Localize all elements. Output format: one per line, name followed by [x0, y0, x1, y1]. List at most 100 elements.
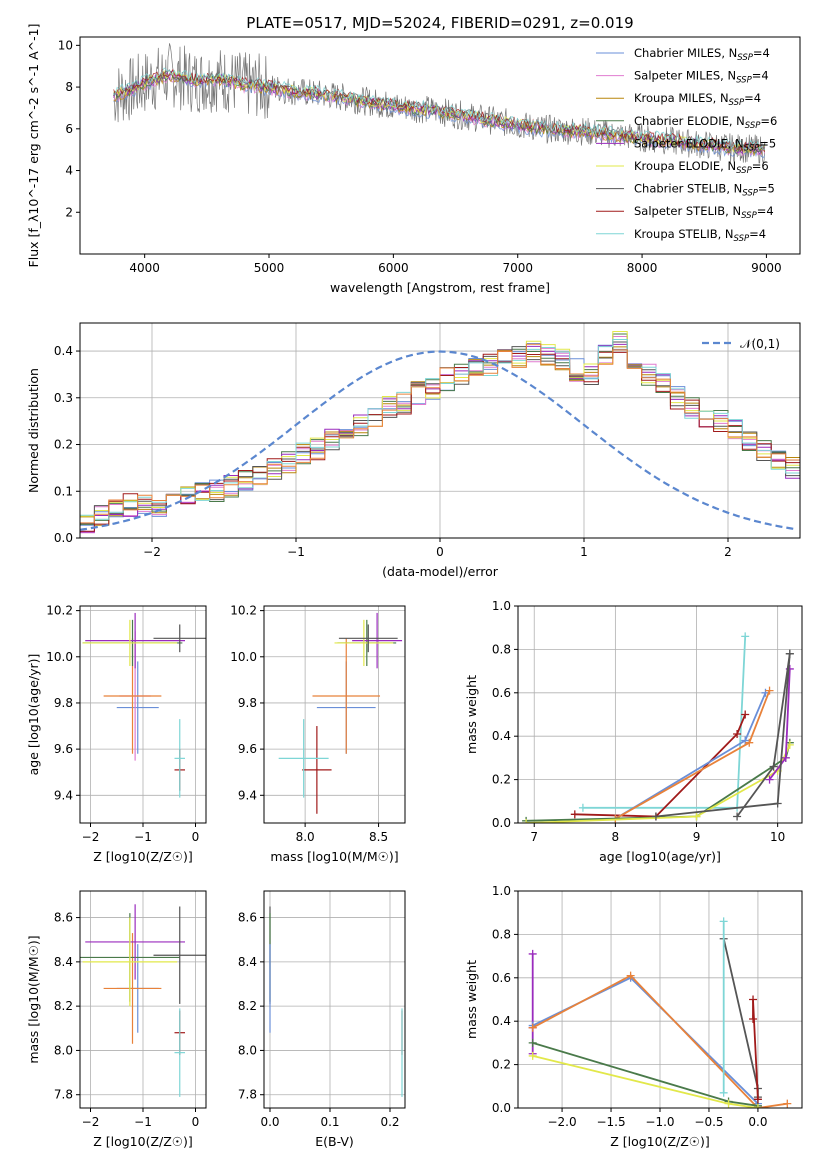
x-tick-label: −2 [82, 830, 100, 844]
y-tick-label: 8 [65, 80, 73, 94]
panel-age-vs-mass: 8.0 8.5 9.4 9.6 9.8 10.0 10.2 mass [log10(M/M☉)… [230, 604, 406, 864]
x-tick-label: 7000 [502, 261, 533, 275]
y-tick-label: 0.4 [54, 344, 73, 358]
weight-marker [528, 1038, 537, 1047]
x-tick-label: 5000 [254, 261, 285, 275]
legend-label: Chabrier STELIB, NSSP=5 [634, 182, 775, 199]
weight-marker [724, 1099, 733, 1108]
weight-marker [773, 799, 782, 808]
weight-line-2 [532, 974, 788, 1108]
weight-marker [785, 649, 794, 658]
y-tick-label: 0.8 [492, 927, 511, 941]
x-axis-label: mass [log10(M/M☉)] [270, 849, 398, 864]
weight-marker [719, 917, 728, 926]
y-tick-label: 9.8 [238, 696, 257, 710]
x-tick-label: 0.0 [748, 1115, 767, 1129]
y-axis-label: Flux [f_λ10^-17 erg cm^-2 s^-1 A^-1] [26, 24, 41, 268]
y-tick-label: 0.4 [492, 729, 511, 743]
y-tick-label: 0.0 [492, 816, 511, 830]
weight-line-7 [655, 653, 791, 818]
y-tick-label: 8.4 [238, 955, 257, 969]
legend-label: Chabrier MILES, NSSP=4 [634, 46, 770, 63]
x-axis-label: Z [log10(Z/Z☉)] [93, 849, 193, 864]
panel-mass-weight-vs-Z: −2.0 −1.5 −1.0 −0.5 0.0 0.0 0.2 0.4 0.6 0.8 1.0 Z [… [464, 884, 803, 1149]
x-tick-label: −0.5 [694, 1115, 723, 1129]
plot-area [522, 632, 794, 823]
plot-area [80, 331, 800, 534]
x-axis-label: E(B-V) [315, 1134, 354, 1149]
y-tick-label: 10 [58, 38, 73, 52]
plot-area [113, 43, 766, 164]
y-tick-label: 10.0 [46, 650, 73, 664]
weight-line-8 [736, 653, 791, 818]
axes-frame [263, 605, 406, 824]
weight-line-7 [752, 999, 759, 1100]
y-axis-label: mass weight [464, 960, 479, 1039]
weight-marker [578, 803, 587, 812]
x-tick-label: 0 [192, 830, 200, 844]
y-tick-label: 0.0 [54, 531, 73, 545]
weight-marker [741, 736, 750, 745]
y-tick-label: 1.0 [492, 884, 511, 898]
x-tick-label: 7 [530, 830, 538, 844]
x-tick-label: 4000 [129, 261, 160, 275]
x-tick-label: −1.0 [645, 1115, 674, 1129]
y-axis-label: age [log10(age/yr)] [26, 654, 41, 776]
weight-marker [719, 1088, 728, 1097]
weight-marker [753, 1095, 762, 1104]
weight-line-4 [526, 742, 791, 822]
legend-label: Salpeter STELIB, NSSP=4 [634, 204, 774, 221]
x-axis-label: age [log10(age/yr)] [599, 849, 721, 864]
panel-spectrum: 4000 5000 6000 7000 8000 9000 2 4 6 8 10 wavelength… [26, 24, 801, 295]
weight-marker [528, 1051, 537, 1060]
weight-line-0 [582, 636, 747, 809]
x-tick-label: 0.0 [260, 1115, 279, 1129]
x-tick-label: 0.1 [320, 1115, 339, 1129]
axes-frame [79, 322, 801, 539]
x-tick-label: 2 [724, 545, 732, 559]
weight-marker [769, 762, 778, 771]
plot-area [278, 612, 403, 814]
x-axis-label: wavelength [Angstrom, rest frame] [330, 280, 550, 295]
weight-marker [692, 812, 701, 821]
y-axis-label: Normed distribution [26, 368, 41, 493]
y-axis-label: mass weight [464, 675, 479, 754]
axes-frame [79, 36, 801, 255]
x-tick-label: 0.2 [380, 1115, 399, 1129]
y-tick-label: 8.0 [54, 1043, 73, 1057]
y-tick-label: 0.6 [492, 686, 511, 700]
y-tick-label: 8.4 [54, 955, 73, 969]
y-tick-label: 0.4 [492, 1014, 511, 1028]
y-tick-label: 8.0 [238, 1043, 257, 1057]
weight-marker [733, 812, 742, 821]
plot-area [528, 917, 792, 1108]
y-tick-label: 6 [65, 122, 73, 136]
weight-marker [765, 686, 774, 695]
weight-marker [745, 738, 754, 747]
panel-residuals: −2 −1 0 1 2 0.0 0.1 0.2 0.3 0.4 (data-model)/error… [26, 322, 801, 579]
y-axis-label: mass [log10(M/M☉)] [26, 935, 41, 1063]
plot-area [82, 612, 206, 798]
legend-label: Salpeter ELODIE, NSSP=5 [634, 136, 776, 153]
weight-marker [528, 1023, 537, 1032]
y-tick-label: 9.6 [238, 742, 257, 756]
x-tick-label: −2 [143, 545, 161, 559]
weight-marker [651, 812, 660, 821]
y-tick-label: 0.6 [492, 971, 511, 985]
weight-line-3 [614, 690, 771, 820]
x-tick-label: 8000 [627, 261, 658, 275]
weight-line-5 [526, 744, 791, 823]
weight-marker [528, 949, 537, 958]
panel-age-vs-Z: −2 −1 0 9.4 9.6 9.8 10.0 10.2 Z [log10(Z/Z☉)] age… [26, 604, 207, 864]
model-line-7 [113, 68, 766, 152]
y-tick-label: 8.2 [54, 999, 73, 1013]
x-tick-label: 8.5 [369, 830, 388, 844]
x-tick-label: 9 [693, 830, 701, 844]
panel-mass-vs-Z: −2 −1 0 7.8 8.0 8.2 8.4 8.6 Z [log10(Z/Z☉)] mass … [26, 890, 207, 1149]
histogram-9 [80, 343, 800, 524]
legend-label: Salpeter MILES, NSSP=4 [634, 69, 769, 86]
x-tick-label: −1 [287, 545, 305, 559]
y-tick-label: 0.2 [492, 773, 511, 787]
y-tick-label: 9.8 [54, 696, 73, 710]
